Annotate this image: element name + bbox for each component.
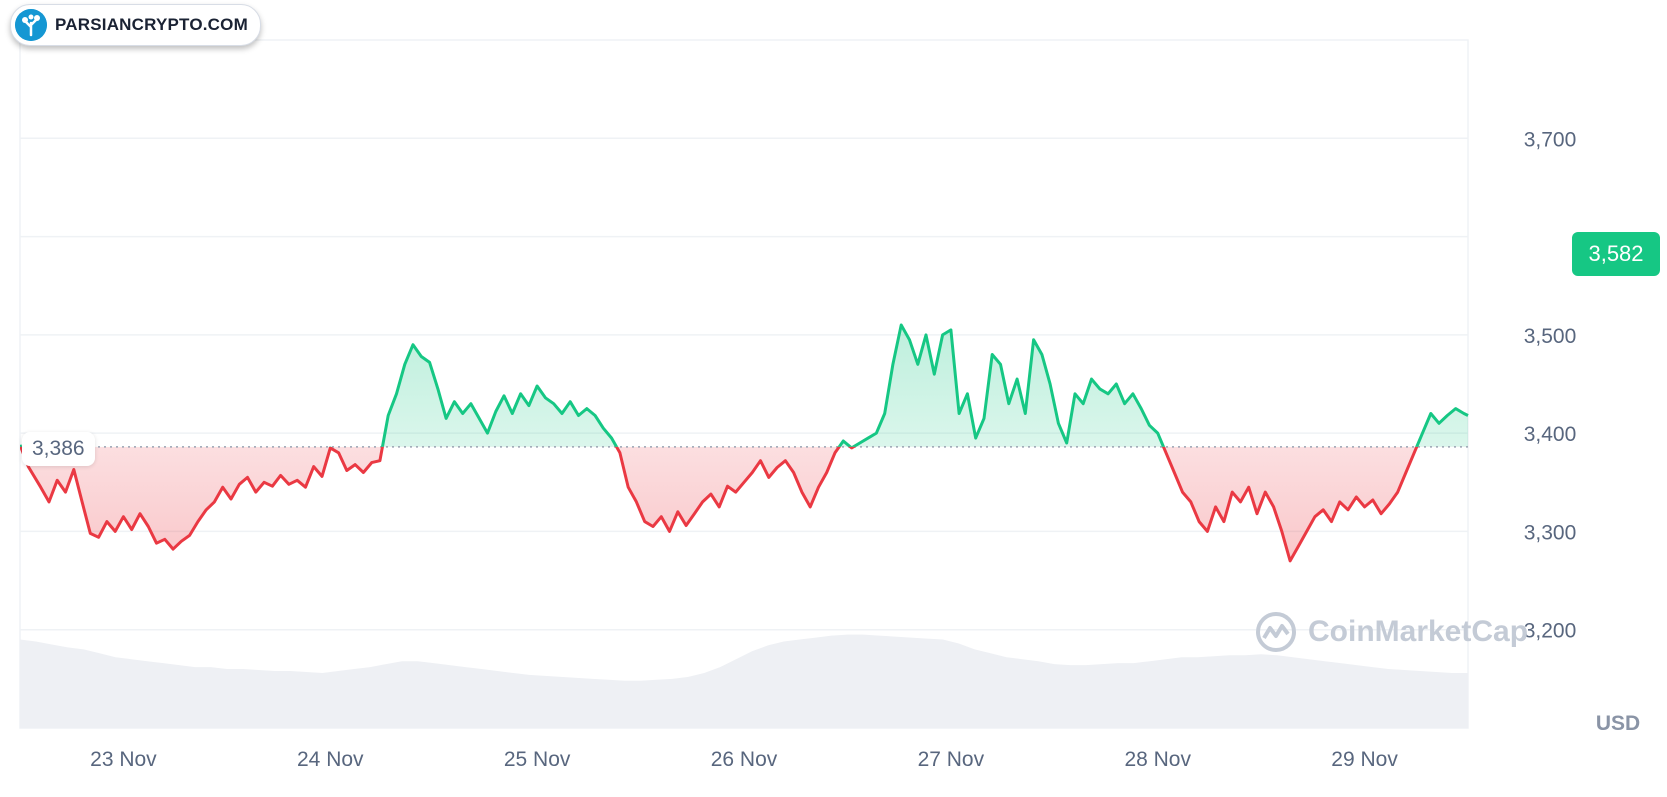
- price-line-up: [20, 323, 1469, 447]
- x-tick-label: 25 Nov: [504, 748, 571, 771]
- site-name: PARSIANCRYPTO.COM: [55, 15, 248, 34]
- current-price-label: 3,582: [1572, 232, 1660, 276]
- area-below-baseline: [20, 446, 1417, 561]
- price-area: [20, 325, 1468, 561]
- area-above-baseline: [20, 325, 1468, 447]
- y-axis: 3,200 3,300 3,400 3,500 3,700: [1524, 128, 1577, 642]
- volume-fill: [20, 634, 1468, 728]
- watermark-text: CoinMarketCap: [1308, 615, 1529, 648]
- tree-logo-icon: [15, 9, 47, 41]
- watermark: CoinMarketCap: [1254, 610, 1528, 654]
- baseline-price-label: 3,386: [22, 432, 95, 466]
- price-line-down: [20, 446, 1419, 563]
- x-tick-label: 29 Nov: [1331, 748, 1398, 771]
- y-tick-label: 3,500: [1524, 325, 1577, 348]
- y-tick-label: 3,200: [1524, 620, 1577, 643]
- x-tick-label: 26 Nov: [711, 748, 778, 771]
- volume-area: [20, 634, 1468, 728]
- grid-lines: [19, 39, 1469, 729]
- x-tick-label: 27 Nov: [918, 748, 985, 771]
- x-tick-label: 23 Nov: [90, 748, 157, 771]
- x-tick-label: 28 Nov: [1124, 748, 1191, 771]
- price-line: [20, 323, 1469, 563]
- x-tick-label: 24 Nov: [297, 748, 364, 771]
- x-axis: 23 Nov 24 Nov 25 Nov 26 Nov 27 Nov 28 Nov 29 N…: [90, 748, 1398, 771]
- site-badge[interactable]: PARSIANCRYPTO.COM: [10, 4, 261, 46]
- y-tick-label: 3,700: [1524, 128, 1577, 151]
- y-tick-label: 3,400: [1524, 423, 1577, 446]
- y-tick-label: 3,300: [1524, 521, 1577, 544]
- currency-label: USD: [1596, 712, 1640, 735]
- coinmarketcap-logo-icon: [1256, 612, 1296, 652]
- plot-frame: [19, 39, 1469, 729]
